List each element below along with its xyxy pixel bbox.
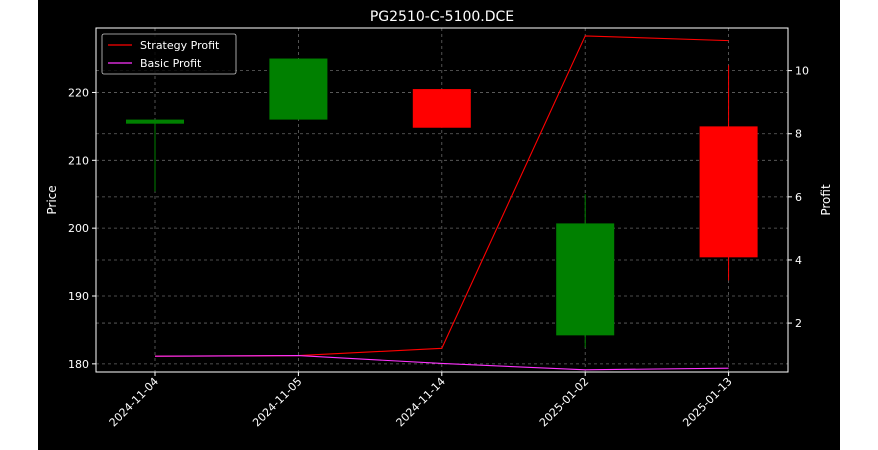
x-tick-label: 2025-01-13 <box>680 375 734 429</box>
y-tick-label-right: 8 <box>795 128 802 141</box>
x-tick-label: 2024-11-14 <box>394 375 448 429</box>
candle-body <box>556 223 615 336</box>
y-tick-label-left: 220 <box>68 86 89 99</box>
legend-box <box>101 33 237 75</box>
legend-label: Basic Profit <box>140 57 202 70</box>
grid-layer <box>96 28 788 372</box>
candle-body <box>412 89 471 128</box>
line-layer <box>154 35 729 371</box>
y-axis-label-right: Profit <box>819 184 833 216</box>
chart-figure: PG2510-C-5100.DCE 180 190 200 210 220 2 4 6 8 10… <box>38 0 840 450</box>
left-axis: 180 190 200 210 220 <box>68 86 96 371</box>
x-tick-label: 2024-11-04 <box>107 375 161 429</box>
chart-title: PG2510-C-5100.DCE <box>370 9 514 25</box>
plot-frame <box>95 27 789 373</box>
candle-layer <box>126 58 758 348</box>
y-tick-label-right: 2 <box>795 317 802 330</box>
y-tick-label-left: 210 <box>68 154 89 167</box>
candle-body <box>126 119 184 124</box>
y-tick-label-left: 190 <box>68 290 89 303</box>
chart-svg: PG2510-C-5100.DCE 180 190 200 210 220 2 4 6 8 10… <box>45 9 833 429</box>
y-tick-label-left: 200 <box>68 222 89 235</box>
legend-label: Strategy Profit <box>140 39 220 52</box>
x-axis: 2024-11-04 2024-11-05 2024-11-14 2025-01-02… <box>107 372 735 429</box>
right-axis: 2 4 6 8 10 <box>788 65 809 330</box>
y-tick-label-right: 10 <box>795 65 809 78</box>
candle-body <box>699 126 758 258</box>
y-axis-label-left: Price <box>45 185 59 214</box>
candle-body <box>269 58 328 120</box>
basic-profit-line <box>154 355 729 371</box>
y-tick-label-left: 180 <box>68 358 89 371</box>
x-tick-label: 2025-01-02 <box>537 375 591 429</box>
x-tick-label: 2024-11-05 <box>250 375 304 429</box>
y-tick-label-right: 4 <box>795 254 802 267</box>
legend: Strategy Profit Basic Profit <box>101 33 237 75</box>
y-tick-label-right: 6 <box>795 191 802 204</box>
